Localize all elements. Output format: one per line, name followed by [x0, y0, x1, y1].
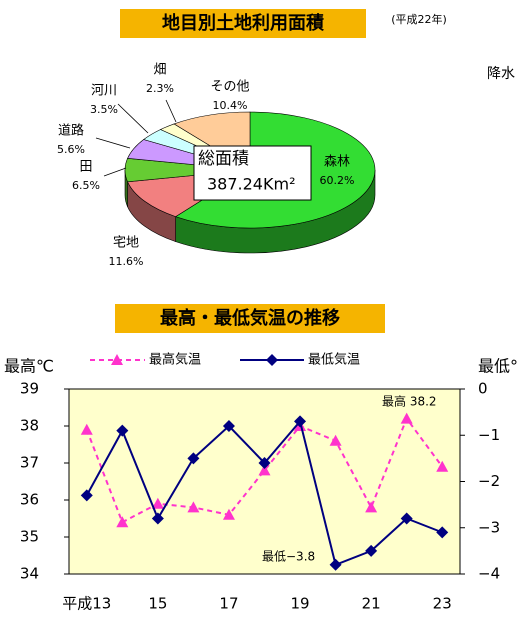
point-marker [436, 460, 449, 472]
point-marker [187, 452, 200, 465]
y2-tick-label: −2 [478, 472, 500, 490]
x-tick-label: 15 [148, 595, 167, 613]
y2-tick-label: 0 [478, 380, 488, 398]
point-marker [116, 424, 129, 437]
point-marker [400, 512, 413, 525]
legend-marker [111, 354, 123, 365]
y2-axis-label: 最低℃ [478, 357, 517, 376]
slice-label: 田 [79, 160, 92, 175]
point-marker [80, 423, 93, 435]
x-tick-label: 21 [362, 595, 381, 613]
legend-label: 最高気温 [149, 352, 201, 368]
series-line [85, 416, 444, 524]
slice-label: 道路 [58, 123, 84, 139]
clipped-text: 降水 [487, 66, 515, 82]
chart-title: 最高・最低気温の推移 [160, 307, 340, 329]
title-box [120, 9, 366, 38]
leader-line [165, 99, 177, 123]
slice-label: その他 [210, 80, 249, 95]
point-marker [80, 489, 93, 502]
chart-title: 地目別土地利用面積 [162, 12, 325, 34]
leader-line [103, 167, 127, 177]
slice-label: 畑 [153, 63, 166, 78]
x-tick-label: 平成13 [62, 595, 111, 613]
leader-line [117, 103, 149, 134]
value-label: 60.2% [320, 174, 355, 187]
y-axis-label: 最高℃ [4, 357, 54, 376]
y-tick-label: 37 [20, 454, 39, 472]
value-label: 2.3% [146, 82, 174, 95]
point-marker [400, 412, 413, 424]
point-marker [222, 508, 235, 520]
point-marker [151, 497, 164, 509]
point-marker [294, 415, 307, 428]
value-label: 3.5% [90, 103, 118, 116]
title-box [115, 304, 385, 333]
chart-subtitle: (平成22年) [391, 12, 447, 26]
y2-tick-label: −1 [478, 426, 500, 444]
x-tick-label: 19 [290, 595, 309, 613]
plot-area [68, 388, 461, 575]
x-tick-label: 17 [219, 595, 238, 613]
y-tick-label: 36 [20, 491, 39, 509]
y2-tick-label: −3 [478, 518, 500, 536]
slice-label: 森林 [324, 155, 350, 170]
legend-marker [266, 354, 278, 366]
center-label: 総面積 [198, 149, 249, 169]
slice-label: 宅地 [113, 236, 139, 251]
point-marker [365, 544, 378, 557]
point-marker [436, 526, 449, 539]
legend-label: 最低気温 [308, 352, 360, 368]
center-box [193, 145, 312, 201]
y-tick-label: 39 [20, 380, 39, 398]
line-chart: 34 35 36 37 38 39 −4 −3 −2 −1 0 平成13 15 17 19 21 23 [20, 380, 500, 613]
point-marker [365, 501, 378, 513]
point-marker [116, 516, 129, 528]
point-marker [151, 512, 164, 525]
point-marker [329, 558, 342, 571]
value-label: 5.6% [57, 143, 85, 156]
point-marker [222, 420, 235, 432]
y-tick-label: 34 [20, 565, 39, 583]
value-label: 10.4% [213, 99, 248, 112]
annotation: 最低−3.8 [262, 550, 315, 564]
x-tick-label: 23 [433, 595, 452, 613]
y2-tick-label: −4 [478, 565, 500, 583]
point-marker [258, 457, 271, 469]
slice-label: 河川 [91, 84, 117, 99]
leader-line [95, 137, 131, 149]
value-label: 6.5% [72, 179, 100, 192]
value-label: 11.6% [109, 255, 144, 268]
point-marker [329, 434, 342, 446]
point-marker [187, 501, 200, 513]
center-label: 387.24Km² [207, 175, 295, 194]
y-tick-label: 35 [20, 528, 39, 546]
y-tick-label: 38 [20, 417, 39, 435]
point-marker [258, 464, 271, 476]
annotation: 最高 38.2 [382, 394, 437, 409]
